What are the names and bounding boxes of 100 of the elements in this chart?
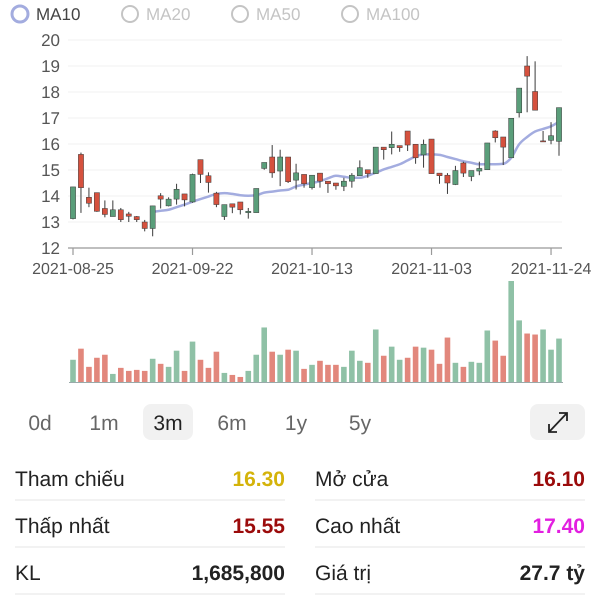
bar	[190, 342, 196, 382]
bar	[364, 362, 371, 382]
bar	[110, 374, 116, 382]
candlestick	[317, 172, 323, 188]
bar	[468, 362, 474, 382]
candlestick	[158, 192, 164, 209]
candlestick	[492, 130, 498, 143]
y-tick-label: 15	[41, 161, 60, 180]
bar	[476, 362, 482, 382]
candlestick	[356, 160, 363, 176]
bar	[540, 329, 546, 382]
bar	[261, 327, 268, 382]
candlestick	[206, 172, 212, 194]
text: Mở cửa	[315, 468, 389, 491]
candlestick	[222, 204, 228, 220]
bar	[285, 350, 291, 382]
text: KL	[15, 562, 41, 585]
bar	[492, 340, 498, 382]
bar	[317, 360, 323, 382]
bar	[94, 358, 100, 382]
bar	[428, 350, 434, 382]
bar	[500, 356, 506, 382]
bar	[86, 366, 92, 382]
candlestick	[460, 161, 466, 178]
candlestick	[500, 136, 506, 166]
text: 5y	[348, 412, 372, 435]
candlestick	[420, 139, 426, 168]
bar	[253, 354, 260, 382]
text: Giá trị	[315, 562, 372, 585]
candlestick	[325, 180, 331, 194]
bar	[436, 364, 442, 382]
candlestick	[110, 200, 116, 218]
bar	[174, 350, 180, 382]
candlestick	[166, 196, 172, 207]
x-tick-label: 2021-11-03	[391, 261, 472, 278]
bar	[134, 370, 140, 382]
text: 0d	[28, 412, 52, 435]
candlestick	[214, 191, 220, 208]
bar	[166, 366, 172, 382]
y-tick-label: 18	[41, 83, 60, 102]
candlestick	[476, 161, 482, 176]
bar	[150, 358, 156, 382]
text: Thấp nhất	[15, 515, 110, 538]
bar	[396, 360, 402, 382]
candlestick	[436, 172, 442, 184]
text: 1m	[89, 412, 119, 435]
bar	[198, 360, 204, 382]
bar	[556, 338, 562, 382]
bar	[380, 356, 387, 382]
y-tick-label: 13	[41, 213, 60, 232]
candlestick	[452, 165, 458, 186]
x-tick-label: 2021-09-22	[152, 261, 234, 278]
bar	[325, 364, 331, 382]
text: 3m	[153, 412, 183, 435]
text: 16.10	[532, 468, 585, 491]
bar	[532, 334, 538, 382]
bar	[78, 348, 84, 382]
text: 1y	[284, 412, 308, 435]
candlestick	[245, 207, 252, 220]
candlestick	[412, 144, 418, 164]
candlestick	[142, 219, 148, 232]
bar	[508, 281, 514, 382]
text: Tham chiếu	[15, 468, 125, 491]
bar	[142, 370, 148, 382]
bar	[420, 348, 426, 382]
candlestick	[404, 130, 410, 152]
bar	[524, 334, 530, 382]
bar	[230, 374, 236, 382]
bar	[516, 320, 522, 382]
candlestick	[468, 170, 474, 182]
text: MA50	[256, 5, 300, 24]
y-tick-label: 12	[41, 239, 60, 258]
bar	[341, 366, 347, 382]
bar	[222, 372, 228, 382]
text: 15.55	[232, 515, 286, 538]
bar	[206, 368, 212, 382]
text: 27.7 tỷ	[520, 562, 586, 585]
candlestick	[301, 174, 307, 188]
bar	[102, 354, 108, 382]
text: MA100	[366, 5, 420, 24]
y-tick-label: 20	[41, 31, 60, 50]
bar	[388, 346, 394, 382]
candlestick	[524, 56, 530, 113]
candlestick	[126, 211, 132, 222]
candlestick	[102, 200, 108, 218]
bar	[452, 362, 458, 382]
bar	[293, 350, 299, 382]
bar	[214, 352, 220, 382]
text: 17.40	[532, 515, 585, 538]
y-tick-label: 14	[41, 187, 60, 206]
candlestick	[380, 146, 387, 160]
bar	[301, 368, 307, 382]
x-tick-label: 2021-08-25	[32, 261, 114, 278]
bar	[357, 360, 363, 382]
text: Cao nhất	[315, 515, 400, 538]
candlestick	[309, 174, 315, 190]
candlestick	[540, 130, 546, 142]
bar	[182, 370, 188, 382]
candlestick	[532, 60, 538, 111]
candlestick	[229, 203, 236, 214]
